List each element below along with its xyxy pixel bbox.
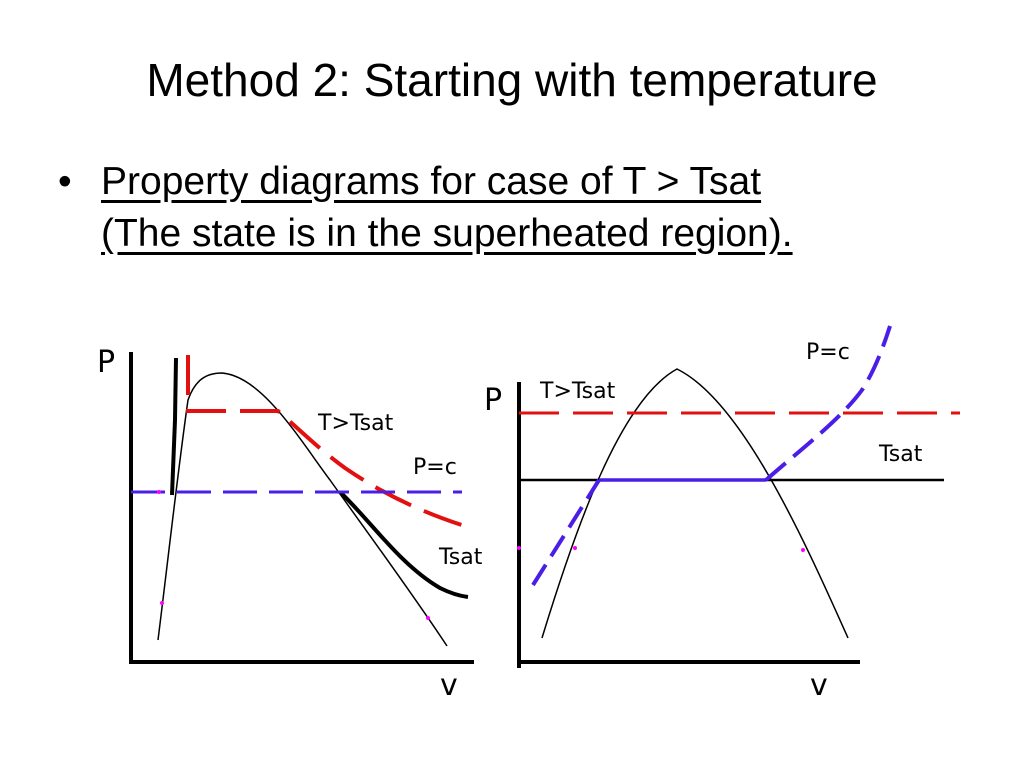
bullet-line-2: (The state is in the superheated region)…	[101, 212, 793, 255]
left-tsat-isotherm	[338, 490, 469, 599]
right-saturation-dome	[541, 368, 849, 639]
bullet-marker: •	[58, 160, 72, 203]
right-state-dot	[801, 548, 805, 552]
left-state-dot	[426, 616, 430, 620]
right-y-axis-label: P	[484, 383, 502, 418]
right-tv-diagram: P v T>Tsat P=c Tsat	[484, 325, 960, 703]
right-constant-pressure-liquid	[531, 478, 601, 587]
left-saturation-dome	[157, 372, 448, 647]
right-tsat-label: Tsat	[878, 442, 923, 467]
right-constant-pressure-vapor	[764, 325, 892, 482]
left-t-gt-tsat-isotherm	[186, 355, 469, 529]
right-state-dot	[573, 546, 577, 550]
left-y-axis-label: P	[97, 345, 115, 380]
left-state-dot	[160, 601, 164, 605]
left-t-gt-tsat-label: T>Tsat	[317, 411, 394, 436]
left-x-axis-label: v	[440, 668, 458, 703]
left-liquid-line	[170, 357, 178, 496]
right-t-gt-tsat-label: T>Tsat	[539, 379, 616, 404]
bullet-text: Property diagrams for case of T > Tsat (…	[101, 156, 793, 260]
right-x-axis-label: v	[810, 668, 828, 703]
left-state-dot	[157, 490, 161, 494]
bullet-line-1: Property diagrams for case of T > Tsat	[101, 160, 762, 203]
left-pv-diagram: P v T>Tsat P=c Tsat	[97, 345, 483, 703]
right-p-const-label: P=c	[806, 340, 850, 365]
slide-title: Method 2: Starting with temperature	[146, 54, 878, 106]
left-tsat-label: Tsat	[438, 545, 483, 570]
right-state-dot	[517, 546, 521, 550]
left-p-const-label: P=c	[413, 455, 457, 480]
